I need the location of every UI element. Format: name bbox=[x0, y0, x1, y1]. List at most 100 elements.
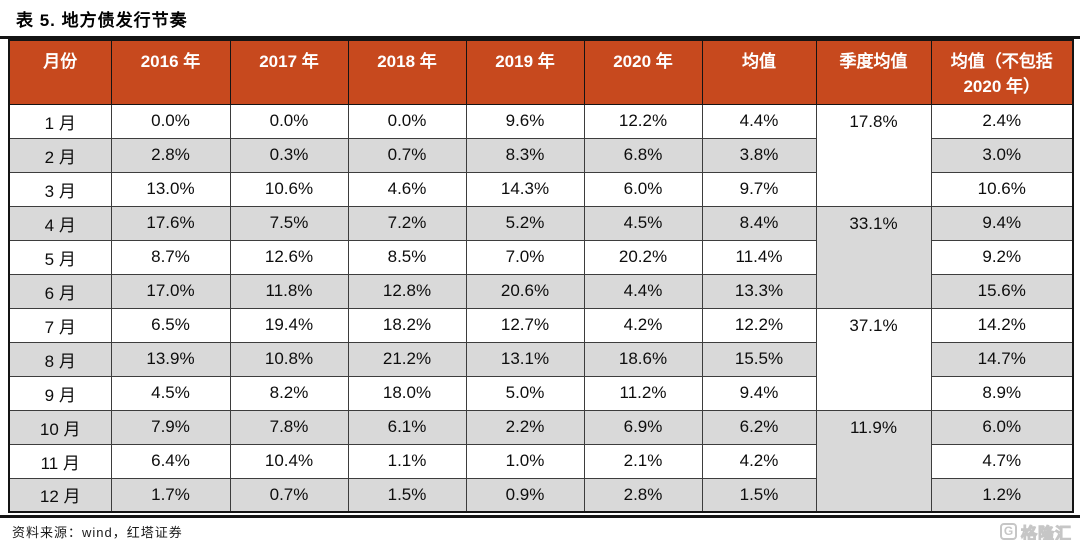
value-cell-avg: 1.5% bbox=[701, 477, 817, 513]
value-cell-v2019: 1.0% bbox=[465, 443, 585, 479]
value-cell-v2020: 12.2% bbox=[583, 103, 703, 139]
value-cell-avg: 6.2% bbox=[701, 409, 817, 445]
table-row: 12 月 1.7% 0.7% 1.5% 0.9% 2.8% 1.5% 1.2% bbox=[8, 477, 1074, 513]
value-cell-v2020: 2.1% bbox=[583, 443, 703, 479]
avg-ex2020-cell: 6.0% bbox=[930, 409, 1074, 445]
month-cell: 10 月 bbox=[8, 409, 112, 445]
value-cell-v2020: 6.8% bbox=[583, 137, 703, 173]
value-cell-v2019: 5.2% bbox=[465, 205, 585, 241]
quarter-avg-cell: 11.9% bbox=[815, 409, 932, 513]
value-cell-avg: 13.3% bbox=[701, 273, 817, 309]
value-cell-v2018: 1.1% bbox=[347, 443, 467, 479]
value-cell-v2018: 8.5% bbox=[347, 239, 467, 275]
gelonghui-logo: G 格隆汇 bbox=[999, 520, 1072, 540]
value-cell-v2018: 0.0% bbox=[347, 103, 467, 139]
header-cell-2019: 2019 年 bbox=[465, 39, 585, 105]
value-cell-v2016: 8.7% bbox=[110, 239, 231, 275]
table-row: 3 月 13.0% 10.6% 4.6% 14.3% 6.0% 9.7% 10.6% bbox=[8, 171, 1074, 207]
avg-ex2020-cell: 2.4% bbox=[930, 103, 1074, 139]
page-title: 表 5. 地方债发行节奏 bbox=[0, 0, 1080, 39]
value-cell-v2019: 20.6% bbox=[465, 273, 585, 309]
value-cell-v2018: 12.8% bbox=[347, 273, 467, 309]
value-cell-v2018: 1.5% bbox=[347, 477, 467, 513]
avg-ex2020-cell: 14.2% bbox=[930, 307, 1074, 343]
value-cell-avg: 4.4% bbox=[701, 103, 817, 139]
table-row: 6 月 17.0% 11.8% 12.8% 20.6% 4.4% 13.3% 15.6% bbox=[8, 273, 1074, 309]
month-cell: 6 月 bbox=[8, 273, 112, 309]
value-cell-avg: 8.4% bbox=[701, 205, 817, 241]
logo-g-icon: G bbox=[999, 523, 1017, 540]
month-cell: 12 月 bbox=[8, 477, 112, 513]
value-cell-v2017: 19.4% bbox=[229, 307, 349, 343]
value-cell-v2019: 13.1% bbox=[465, 341, 585, 377]
value-cell-v2018: 0.7% bbox=[347, 137, 467, 173]
quarter-avg-cell: 37.1% bbox=[815, 307, 932, 411]
value-cell-v2017: 11.8% bbox=[229, 273, 349, 309]
value-cell-v2016: 4.5% bbox=[110, 375, 231, 411]
avg-ex2020-cell: 10.6% bbox=[930, 171, 1074, 207]
header-cell-month: 月份 bbox=[8, 39, 112, 105]
value-cell-avg: 4.2% bbox=[701, 443, 817, 479]
value-cell-v2017: 10.8% bbox=[229, 341, 349, 377]
value-cell-v2016: 13.9% bbox=[110, 341, 231, 377]
quarter-avg-cell: 17.8% bbox=[815, 103, 932, 207]
month-cell: 9 月 bbox=[8, 375, 112, 411]
value-cell-v2016: 17.0% bbox=[110, 273, 231, 309]
month-cell: 8 月 bbox=[8, 341, 112, 377]
value-cell-v2020: 6.0% bbox=[583, 171, 703, 207]
value-cell-v2020: 4.2% bbox=[583, 307, 703, 343]
value-cell-v2020: 4.5% bbox=[583, 205, 703, 241]
table-row: 2 月 2.8% 0.3% 0.7% 8.3% 6.8% 3.8% 3.0% bbox=[8, 137, 1074, 173]
value-cell-v2020: 11.2% bbox=[583, 375, 703, 411]
value-cell-v2017: 0.0% bbox=[229, 103, 349, 139]
value-cell-v2019: 7.0% bbox=[465, 239, 585, 275]
month-cell: 5 月 bbox=[8, 239, 112, 275]
value-cell-v2019: 5.0% bbox=[465, 375, 585, 411]
value-cell-v2017: 7.8% bbox=[229, 409, 349, 445]
month-cell: 2 月 bbox=[8, 137, 112, 173]
month-cell: 7 月 bbox=[8, 307, 112, 343]
value-cell-v2016: 1.7% bbox=[110, 477, 231, 513]
value-cell-v2020: 2.8% bbox=[583, 477, 703, 513]
logo-text: 格隆汇 bbox=[1020, 525, 1072, 540]
value-cell-v2017: 12.6% bbox=[229, 239, 349, 275]
table-row: 5 月 8.7% 12.6% 8.5% 7.0% 20.2% 11.4% 9.2% bbox=[8, 239, 1074, 275]
month-cell: 4 月 bbox=[8, 205, 112, 241]
value-cell-v2018: 7.2% bbox=[347, 205, 467, 241]
value-cell-avg: 9.7% bbox=[701, 171, 817, 207]
value-cell-v2018: 4.6% bbox=[347, 171, 467, 207]
value-cell-avg: 9.4% bbox=[701, 375, 817, 411]
value-cell-v2016: 17.6% bbox=[110, 205, 231, 241]
header-cell-2018: 2018 年 bbox=[347, 39, 467, 105]
month-cell: 11 月 bbox=[8, 443, 112, 479]
value-cell-v2017: 7.5% bbox=[229, 205, 349, 241]
value-cell-v2020: 20.2% bbox=[583, 239, 703, 275]
avg-ex2020-cell: 14.7% bbox=[930, 341, 1074, 377]
table-row: 10 月 7.9% 7.8% 6.1% 2.2% 6.9% 6.2% 11.9% 6.0% bbox=[8, 409, 1074, 513]
header-cell-2016: 2016 年 bbox=[110, 39, 231, 105]
value-cell-v2016: 2.8% bbox=[110, 137, 231, 173]
value-cell-v2018: 21.2% bbox=[347, 341, 467, 377]
value-cell-v2017: 10.6% bbox=[229, 171, 349, 207]
value-cell-v2017: 0.3% bbox=[229, 137, 349, 173]
table-row: 4 月 17.6% 7.5% 7.2% 5.2% 4.5% 8.4% 33.1% 9.4% bbox=[8, 205, 1074, 309]
header-cell-avg-ex2020: 均值（不包括 2020 年） bbox=[930, 39, 1074, 105]
bond-issuance-table: 月份 2016 年 2017 年 2018 年 2019 年 2020 年 均值… bbox=[8, 39, 1074, 513]
value-cell-v2020: 18.6% bbox=[583, 341, 703, 377]
table-row: 7 月 6.5% 19.4% 18.2% 12.7% 4.2% 12.2% 37.1% 14.2… bbox=[8, 307, 1074, 411]
table-row: 1 月 0.0% 0.0% 0.0% 9.6% 12.2% 4.4% 17.8% 2.4% bbox=[8, 103, 1074, 207]
value-cell-v2018: 18.0% bbox=[347, 375, 467, 411]
value-cell-v2018: 18.2% bbox=[347, 307, 467, 343]
value-cell-v2018: 6.1% bbox=[347, 409, 467, 445]
value-cell-v2019: 0.9% bbox=[465, 477, 585, 513]
source-note: 资料来源：wind，红塔证券 bbox=[12, 525, 183, 540]
value-cell-v2017: 0.7% bbox=[229, 477, 349, 513]
value-cell-v2019: 14.3% bbox=[465, 171, 585, 207]
value-cell-avg: 12.2% bbox=[701, 307, 817, 343]
value-cell-v2017: 8.2% bbox=[229, 375, 349, 411]
table-row: 8 月 13.9% 10.8% 21.2% 13.1% 18.6% 15.5% 14.7% bbox=[8, 341, 1074, 377]
value-cell-v2019: 9.6% bbox=[465, 103, 585, 139]
value-cell-v2020: 6.9% bbox=[583, 409, 703, 445]
bottom-divider bbox=[0, 515, 1080, 518]
avg-ex2020-cell: 8.9% bbox=[930, 375, 1074, 411]
